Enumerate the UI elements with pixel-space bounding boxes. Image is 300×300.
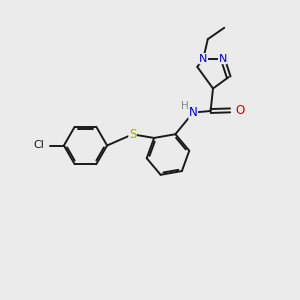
Text: N: N xyxy=(199,54,208,64)
Text: H: H xyxy=(181,101,189,111)
Text: S: S xyxy=(129,128,136,141)
Text: O: O xyxy=(236,104,245,117)
Text: N: N xyxy=(218,54,227,64)
Text: N: N xyxy=(189,106,198,119)
Text: Cl: Cl xyxy=(34,140,44,151)
